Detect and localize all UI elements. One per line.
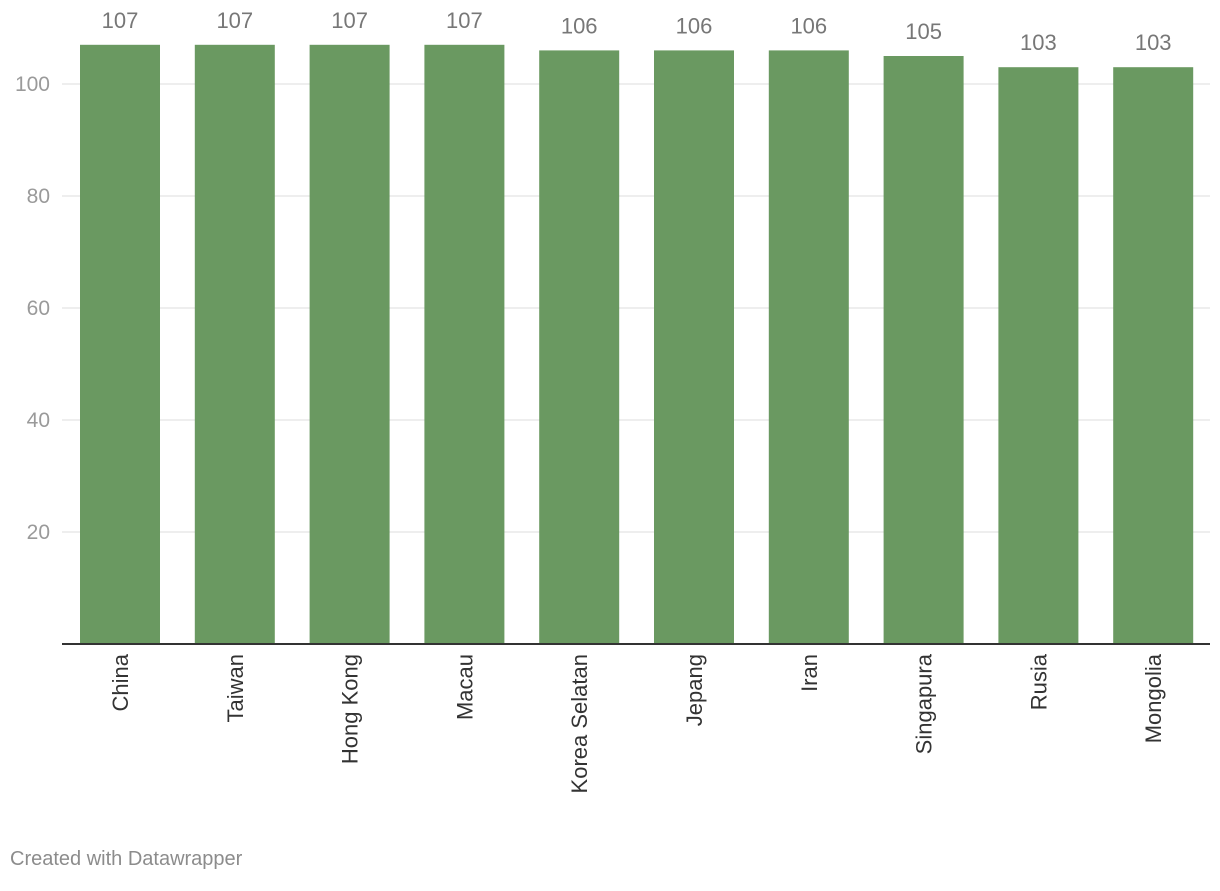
- category-label: Singapura: [912, 653, 937, 754]
- bar: [998, 67, 1079, 644]
- value-label: 106: [790, 13, 827, 38]
- bar: [539, 50, 620, 644]
- category-label: Macau: [452, 654, 477, 720]
- value-label: 107: [102, 8, 139, 33]
- y-tick-label: 80: [27, 185, 50, 208]
- datawrapper-credit: Created with Datawrapper: [10, 848, 243, 870]
- bar: [194, 44, 275, 645]
- x-axis-category-labels: China Taiwan Hong Kong Macau Korea Selatan Je…: [108, 653, 1166, 793]
- value-label: 105: [905, 19, 942, 44]
- bar: [424, 44, 505, 645]
- category-label: Hong Kong: [338, 654, 363, 764]
- value-label: 106: [676, 13, 713, 38]
- value-label: 107: [446, 8, 483, 33]
- y-tick-label: 100: [15, 73, 50, 96]
- bar: [80, 44, 160, 645]
- value-labels: 107 107 107 107 106 106 106 105 103 103: [102, 8, 1172, 55]
- value-label: 106: [561, 13, 598, 38]
- bar: [1113, 67, 1194, 644]
- bar: [309, 44, 390, 645]
- bar: [654, 50, 734, 644]
- y-axis-tick-labels: 20 40 60 80 100: [15, 73, 50, 544]
- y-tick-label: 60: [27, 297, 50, 320]
- value-label: 103: [1135, 30, 1172, 55]
- y-tick-label: 20: [27, 521, 50, 544]
- category-label: Jepang: [682, 654, 707, 726]
- bar: [768, 50, 849, 644]
- category-label: Mongolia: [1141, 653, 1166, 743]
- bar: [883, 56, 964, 644]
- value-label: 103: [1020, 30, 1057, 55]
- value-label: 107: [216, 8, 253, 33]
- category-label: Taiwan: [223, 654, 248, 722]
- category-label: Korea Selatan: [567, 654, 592, 793]
- category-label: China: [108, 653, 133, 711]
- bars: [80, 44, 1194, 645]
- category-label: Rusia: [1026, 653, 1051, 710]
- value-label: 107: [331, 8, 368, 33]
- y-tick-label: 40: [27, 409, 50, 432]
- category-label: Iran: [797, 654, 822, 692]
